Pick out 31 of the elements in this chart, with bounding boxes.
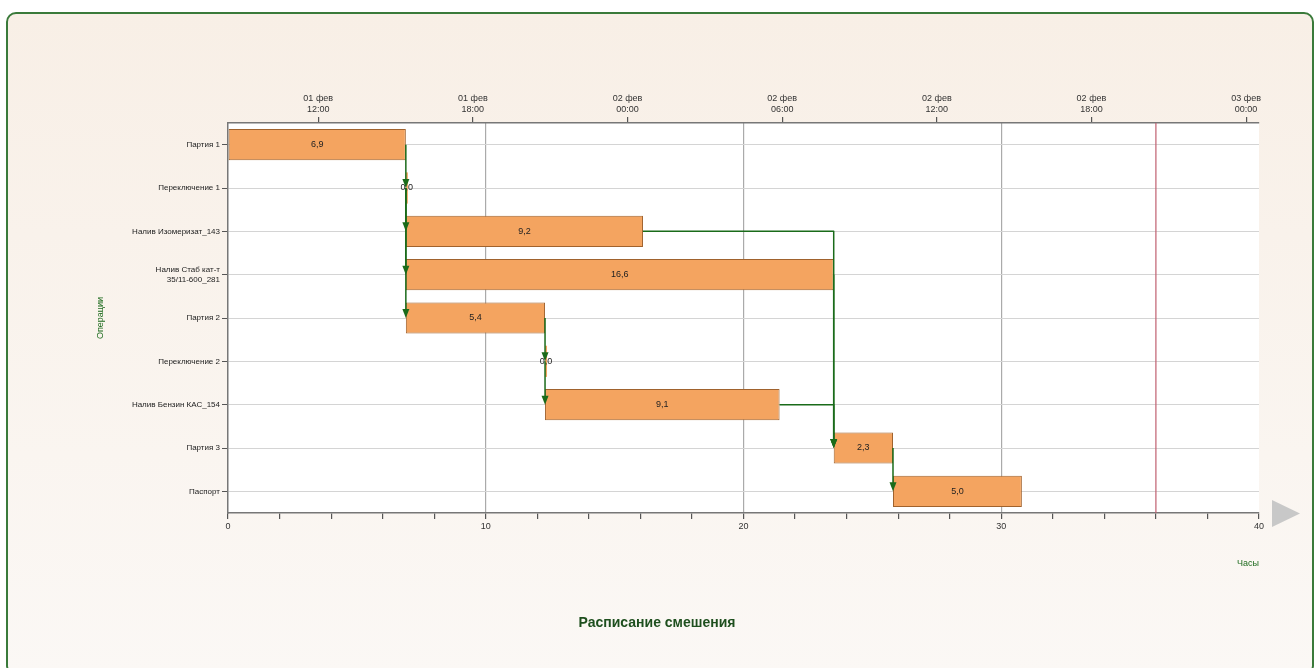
x2-tick-label: 01 фев 18:00 — [458, 93, 488, 115]
x2-tick-label: 02 фев 06:00 — [767, 93, 798, 115]
data-label: 5,4 — [469, 312, 482, 323]
x2-tick-label: 02 фев 12:00 — [921, 93, 952, 115]
data-label: 2,3 — [857, 442, 870, 453]
data-label: 9,1 — [656, 399, 669, 410]
y-axis-title: Операции — [94, 296, 105, 340]
x-tick-label: 20 — [738, 520, 749, 531]
data-label: 6,9 — [310, 139, 324, 150]
y-tick-label: Партия 3 — [186, 443, 221, 453]
y-tick-label: Партия 1 — [186, 139, 221, 149]
y-tick-label: Переключение 1 — [158, 183, 221, 193]
y-tick-label: Налив Бензин КАС_154 — [131, 399, 221, 409]
x-tick-label: 40 — [1253, 520, 1265, 531]
y-tick-label: Переключение 2 — [158, 356, 221, 366]
x2-tick-label: 01 фев 12:00 — [303, 93, 334, 115]
x-tick-label: 0 — [225, 520, 231, 531]
x-tick-label: 30 — [996, 520, 1007, 531]
data-label: 5,0 — [951, 485, 964, 496]
data-label: 16,6 — [611, 269, 629, 280]
y-tick-label: Налив Стаб кат-т 35/11-600_281 — [155, 265, 221, 284]
x2-tick-label: 02 фев 18:00 — [1076, 93, 1107, 115]
y-tick-label: Партия 2 — [186, 313, 221, 323]
y-tick-label: Паспорт — [189, 486, 221, 496]
y-tick-label: Налив Изомеризат_143 — [132, 226, 221, 236]
data-label: 9,2 — [518, 225, 531, 236]
text: Расписание смешения — [577, 614, 737, 630]
x-tick-label: 10 — [480, 520, 491, 531]
x-axis-title: Часы — [1237, 558, 1259, 569]
x2-tick-label: 03 фев 00:00 — [1231, 93, 1262, 115]
x2-tick-label: 02 фев 00:00 — [612, 93, 643, 115]
